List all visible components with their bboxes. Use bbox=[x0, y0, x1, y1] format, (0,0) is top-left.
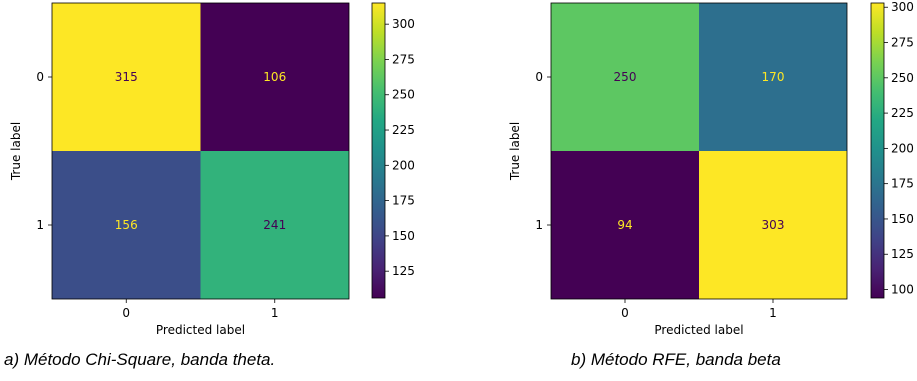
heatmap-frame bbox=[550, 2, 848, 300]
y-axis-label: True label bbox=[9, 122, 23, 181]
x-axis-label: Predicted label bbox=[156, 323, 245, 337]
cell-value-label: 250 bbox=[614, 70, 637, 84]
colorbar-tick-label: 275 bbox=[891, 36, 914, 50]
heatmap-cell-0-0 bbox=[551, 3, 699, 151]
heatmap-cell-1-1 bbox=[200, 151, 349, 299]
colorbar-tick-label: 200 bbox=[891, 141, 914, 155]
colorbar-tick-label: 175 bbox=[891, 177, 914, 191]
heatmap-frame bbox=[51, 2, 350, 300]
cell-value-label: 106 bbox=[263, 70, 286, 84]
colorbar-tick-label: 250 bbox=[392, 88, 415, 102]
colorbar-tick-label: 300 bbox=[392, 17, 415, 31]
cell-value-label: 315 bbox=[115, 70, 138, 84]
y-tick-label: 1 bbox=[535, 218, 543, 232]
colorbar-tick-label: 125 bbox=[891, 247, 914, 261]
colorbar bbox=[870, 2, 885, 299]
y-axis-label: True label bbox=[508, 122, 522, 181]
colorbar-tick-label: 125 bbox=[392, 264, 415, 278]
x-axis-label: Predicted label bbox=[654, 323, 743, 337]
heatmap-cell-0-1 bbox=[200, 3, 349, 151]
heatmap-cell-0-1 bbox=[699, 3, 847, 151]
colorbar-tick-label: 225 bbox=[392, 123, 415, 137]
cell-value-label: 303 bbox=[762, 218, 785, 232]
colorbar-tick-label: 150 bbox=[392, 229, 415, 243]
colorbar-tick-label: 275 bbox=[392, 52, 415, 66]
colorbar-tick-label: 175 bbox=[392, 194, 415, 208]
x-tick-label: 1 bbox=[271, 306, 279, 320]
colorbar-tick-label: 200 bbox=[392, 158, 415, 172]
colorbar-tick-label: 150 bbox=[891, 212, 914, 226]
colorbar-tick-label: 250 bbox=[891, 71, 914, 85]
confusion-matrix-figure: 315 106 156 241 0 1 0 1 Predicted label True labe… bbox=[9, 0, 914, 337]
cell-value-label: 170 bbox=[762, 70, 785, 84]
colorbar-tick-label: 100 bbox=[891, 283, 914, 297]
cell-value-label: 156 bbox=[115, 218, 138, 232]
y-tick-label: 0 bbox=[36, 70, 44, 84]
y-tick-label: 1 bbox=[36, 218, 44, 232]
x-tick-label: 0 bbox=[621, 306, 629, 320]
caption-b: b) Método RFE, banda beta bbox=[571, 350, 781, 369]
heatmap-cell-0-0 bbox=[52, 3, 201, 151]
x-tick-label: 1 bbox=[769, 306, 777, 320]
heatmap-cell-1-0 bbox=[551, 151, 699, 299]
y-tick-label: 0 bbox=[535, 70, 543, 84]
x-tick-label: 0 bbox=[122, 306, 130, 320]
colorbar-tick-label: 225 bbox=[891, 106, 914, 120]
cell-value-label: 94 bbox=[617, 218, 632, 232]
heatmap-cell-1-1 bbox=[699, 151, 847, 299]
caption-a: a) Método Chi-Square, banda theta. bbox=[4, 350, 276, 369]
colorbar-tick-label: 300 bbox=[891, 0, 914, 14]
colorbar bbox=[371, 2, 386, 299]
heatmap-1 bbox=[550, 2, 848, 300]
cell-value-label: 241 bbox=[263, 218, 286, 232]
heatmap-0 bbox=[51, 2, 350, 300]
heatmap-cell-1-0 bbox=[52, 151, 201, 299]
